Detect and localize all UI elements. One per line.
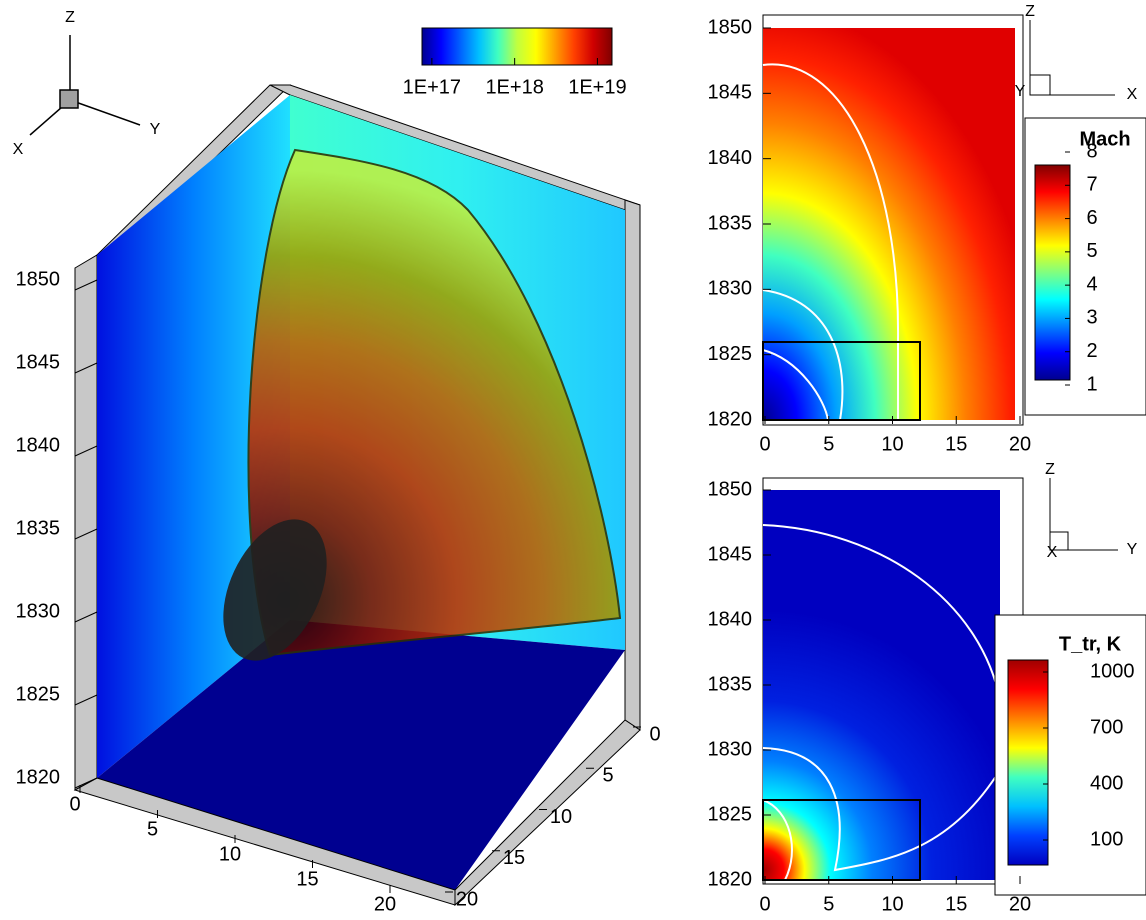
- colorbar-label: 8: [1086, 140, 1097, 162]
- y-tick-label: 10: [550, 806, 572, 828]
- z-tick-label: 1835: [16, 517, 61, 539]
- colorbar-label: 4: [1086, 273, 1097, 295]
- y-tick-label: 1835: [708, 212, 753, 234]
- y-tick-label: 1850: [708, 16, 753, 38]
- triad-label: X: [1127, 86, 1138, 103]
- z-tick-label: 1830: [16, 600, 61, 622]
- y-tick-label: 1820: [708, 408, 753, 430]
- x-tick-label: 0: [759, 893, 770, 915]
- z-tick-label: 1850: [16, 268, 61, 290]
- triad-label: X: [1047, 544, 1058, 561]
- colorbar-label: 5: [1086, 240, 1097, 262]
- triad-label: Z: [65, 9, 75, 26]
- x-tick-label: 5: [147, 818, 158, 840]
- triad-label: Y: [1127, 541, 1138, 558]
- colorbar-label: 1: [1086, 373, 1097, 395]
- triad-label: X: [13, 141, 24, 158]
- contour-lines: [762, 63, 900, 421]
- x-tick-label: 10: [881, 893, 903, 915]
- z-tick: [74, 362, 98, 374]
- y-tick-label: 0: [649, 723, 660, 745]
- x-tick-label: 5: [823, 893, 834, 915]
- z-tick: [74, 694, 98, 706]
- colorbar-label: 1000: [1090, 660, 1135, 682]
- colorbar-label: 1E+18: [485, 76, 543, 98]
- colorbar: [1007, 659, 1049, 866]
- z-tick: [74, 528, 98, 540]
- colorbar-label: 1E+17: [403, 76, 461, 98]
- y-tick-label: 1830: [708, 278, 753, 300]
- y-tick-label: 1825: [708, 803, 753, 825]
- y-tick-label: 1825: [708, 343, 753, 365]
- y-tick-label: 5: [602, 765, 613, 787]
- contour-lines: [762, 524, 1001, 881]
- x-tick-label: 15: [945, 893, 967, 915]
- colorbar-label: 7: [1086, 174, 1097, 196]
- triad-3d: [29, 35, 141, 136]
- y-tick-label: 1835: [708, 673, 753, 695]
- z-tick: [74, 611, 98, 623]
- triad-label: Y: [1015, 83, 1026, 100]
- legend-title: Mach: [1079, 128, 1130, 150]
- z-tick-label: 1840: [16, 434, 61, 456]
- y-tick-label: 1845: [708, 82, 753, 104]
- triad-label: Y: [150, 121, 161, 138]
- region-box: [762, 341, 921, 421]
- x-tick-label: 15: [945, 433, 967, 455]
- z-tick-label: 1845: [16, 351, 61, 373]
- colorbar: [421, 27, 613, 66]
- colorbar-label: 100: [1090, 828, 1123, 850]
- colorbar: [1034, 164, 1071, 381]
- y-tick-label: 1840: [708, 608, 753, 630]
- z-tick: [74, 777, 98, 789]
- x-tick-label: 0: [759, 433, 770, 455]
- colorbar-label: 1E+19: [568, 76, 626, 98]
- y-tick-label: 1830: [708, 738, 753, 760]
- z-tick: [74, 445, 98, 457]
- legend-title: T_tr, K: [1059, 633, 1122, 655]
- colorbar-label: 700: [1090, 716, 1123, 738]
- y-tick-label: 1820: [708, 868, 753, 890]
- x-tick-label: 5: [823, 433, 834, 455]
- triad-label: Z: [1025, 3, 1035, 20]
- z-tick-label: 1820: [16, 766, 61, 788]
- x-tick-label: 10: [219, 843, 241, 865]
- y-tick-label: 1845: [708, 543, 753, 565]
- region-box: [762, 799, 921, 881]
- y-tick-label: 15: [503, 847, 525, 869]
- x-tick-label: 0: [69, 793, 80, 815]
- x-tick-label: 20: [1009, 893, 1031, 915]
- y-tick-label: 20: [456, 888, 478, 910]
- colorbar-label: 3: [1086, 307, 1097, 329]
- z-tick: [74, 279, 98, 291]
- z-tick-label: 1825: [16, 683, 61, 705]
- box-3d: [73, 84, 641, 907]
- x-tick-label: 15: [296, 868, 318, 890]
- colorbar-label: 2: [1086, 340, 1097, 362]
- colorbar-label: 400: [1090, 772, 1123, 794]
- triad-label: Z: [1045, 461, 1055, 478]
- x-tick-label: 20: [1009, 433, 1031, 455]
- x-tick-label: 20: [374, 893, 396, 915]
- y-tick-label: 1850: [708, 478, 753, 500]
- colorbar-label: 6: [1086, 207, 1097, 229]
- y-tick-label: 1840: [708, 147, 753, 169]
- temperature-field: [763, 490, 1000, 880]
- x-tick-label: 10: [881, 433, 903, 455]
